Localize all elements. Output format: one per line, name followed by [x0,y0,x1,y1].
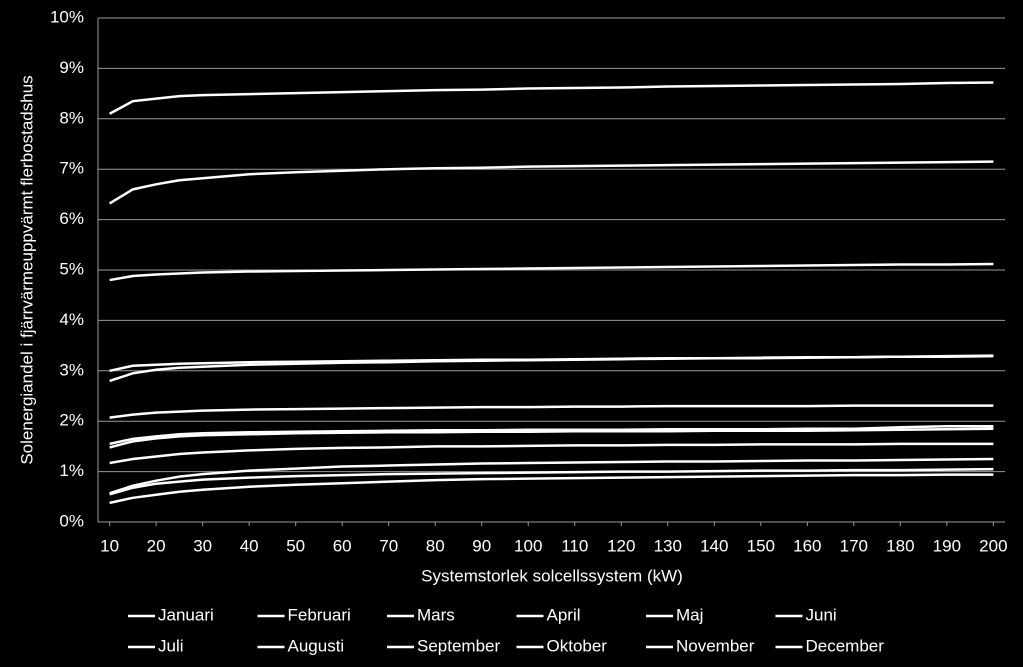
legend-label: September [417,636,500,655]
x-tick-label: 70 [379,536,398,555]
legend-label: November [676,636,755,655]
x-tick-label: 150 [747,536,775,555]
series-line [109,424,994,446]
legend-label: Maj [676,605,703,624]
legend-label: Juni [806,605,837,624]
x-tick-label: 110 [561,536,588,555]
legend-label: Mars [417,605,455,624]
y-tick-label: 1% [59,461,84,480]
series-line [108,160,994,205]
y-tick-label: 8% [59,108,84,127]
x-tick-label: 50 [286,536,305,555]
legend-label: April [547,605,581,624]
x-tick-label: 180 [886,536,914,555]
legend-label: Juli [158,636,184,655]
x-tick-label: 10 [100,536,119,555]
x-tick-label: 40 [240,536,259,555]
x-tick-label: 170 [840,536,868,555]
series-line [109,442,994,465]
x-tick-label: 90 [472,536,491,555]
series-line [109,457,994,495]
y-axis-title: Solenergiandel i fjärrvärmeuppvärmt fler… [17,75,36,464]
legend-label: Januari [158,605,214,624]
x-tick-label: 190 [933,536,961,555]
y-tick-label: 7% [59,159,84,178]
y-tick-label: 3% [59,360,84,379]
x-tick-label: 100 [514,536,542,555]
x-tick-label: 120 [607,536,635,555]
series-line [109,81,994,115]
series-line [109,473,994,505]
series-line [109,262,994,282]
series-line [109,354,994,373]
y-tick-label: 0% [59,511,84,530]
y-tick-label: 10% [50,7,84,26]
x-tick-label: 130 [654,536,682,555]
series-line [109,467,994,496]
x-tick-label: 80 [426,536,445,555]
legend-label: December [806,636,885,655]
legend-label: Oktober [547,636,608,655]
x-axis-title: Systemstorlek solcellssystem (kW) [421,566,683,585]
x-tick-label: 20 [147,536,166,555]
y-tick-label: 6% [59,209,84,228]
x-tick-label: 60 [333,536,352,555]
series-line [109,404,994,419]
y-tick-label: 2% [59,411,84,430]
y-tick-label: 5% [59,259,84,278]
x-tick-label: 140 [700,536,728,555]
series-line [109,427,994,449]
x-tick-label: 30 [193,536,212,555]
x-tick-label: 200 [979,536,1007,555]
legend-label: Augusti [288,636,345,655]
legend-label: Februari [288,605,351,624]
x-tick-label: 160 [793,536,821,555]
y-tick-label: 9% [59,58,84,77]
y-tick-label: 4% [59,310,84,329]
